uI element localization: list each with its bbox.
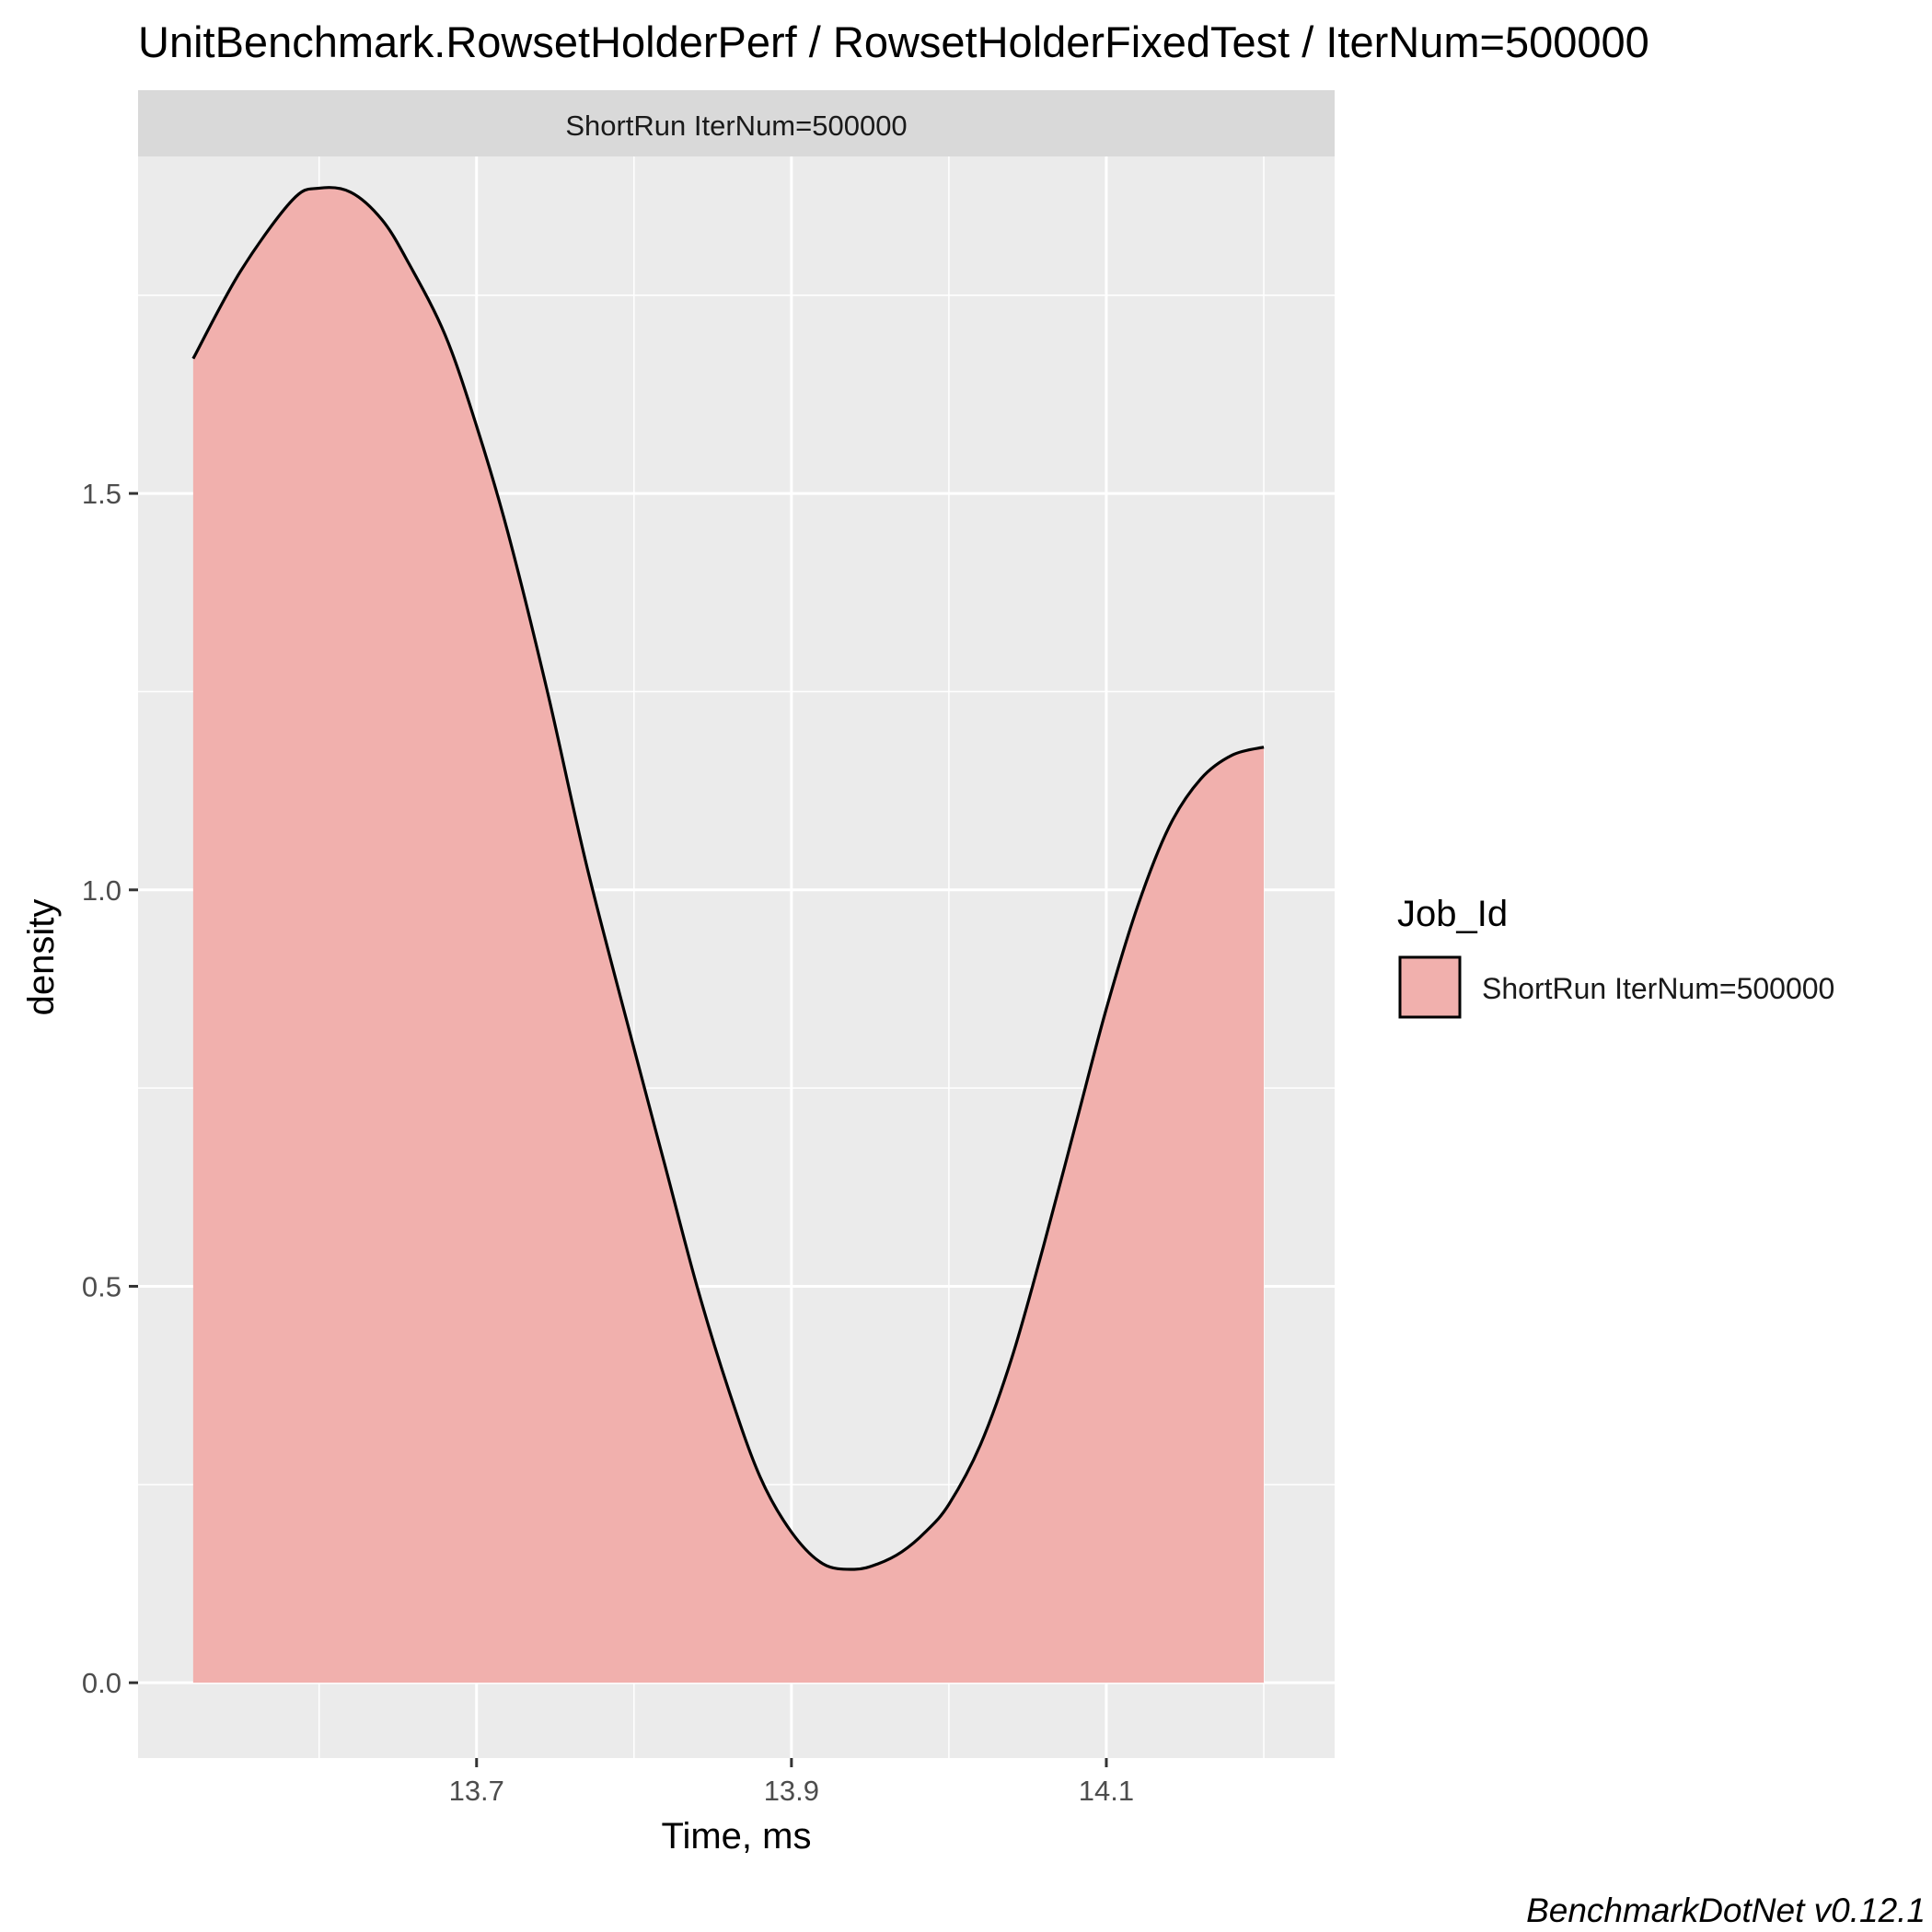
x-tick-label: 14.1 bbox=[1079, 1775, 1134, 1807]
chart-title: UnitBenchmark.RowsetHolderPerf / RowsetH… bbox=[138, 17, 1649, 66]
legend-key bbox=[1398, 955, 1462, 1019]
series-layer bbox=[191, 186, 1265, 1683]
y-tick-label: 0.5 bbox=[82, 1270, 121, 1302]
y-tick-label: 1.0 bbox=[82, 874, 121, 907]
footer-caption: BenchmarkDotNet v0.12.1 bbox=[1526, 1892, 1926, 1929]
y-tick-label: 1.5 bbox=[82, 478, 121, 510]
density-area bbox=[192, 187, 1265, 1683]
legend-title: Job_Id bbox=[1397, 894, 1508, 934]
density-line bbox=[191, 186, 1265, 1571]
y-axis-label: density bbox=[21, 899, 62, 1016]
x-tick-label: 13.9 bbox=[764, 1775, 819, 1807]
x-tick-label: 13.7 bbox=[449, 1775, 504, 1807]
legend-item-label: ShortRun IterNum=500000 bbox=[1482, 972, 1834, 1005]
x-axis-label: Time, ms bbox=[662, 1816, 812, 1857]
facet-strip bbox=[138, 90, 1335, 156]
y-axis: 0.0 0.5 1.0 1.5 bbox=[82, 478, 138, 1699]
x-axis: 13.7 13.9 14.1 bbox=[449, 1758, 1134, 1807]
facet-label: ShortRun IterNum=500000 bbox=[565, 110, 907, 142]
y-tick-label: 0.0 bbox=[82, 1667, 121, 1699]
